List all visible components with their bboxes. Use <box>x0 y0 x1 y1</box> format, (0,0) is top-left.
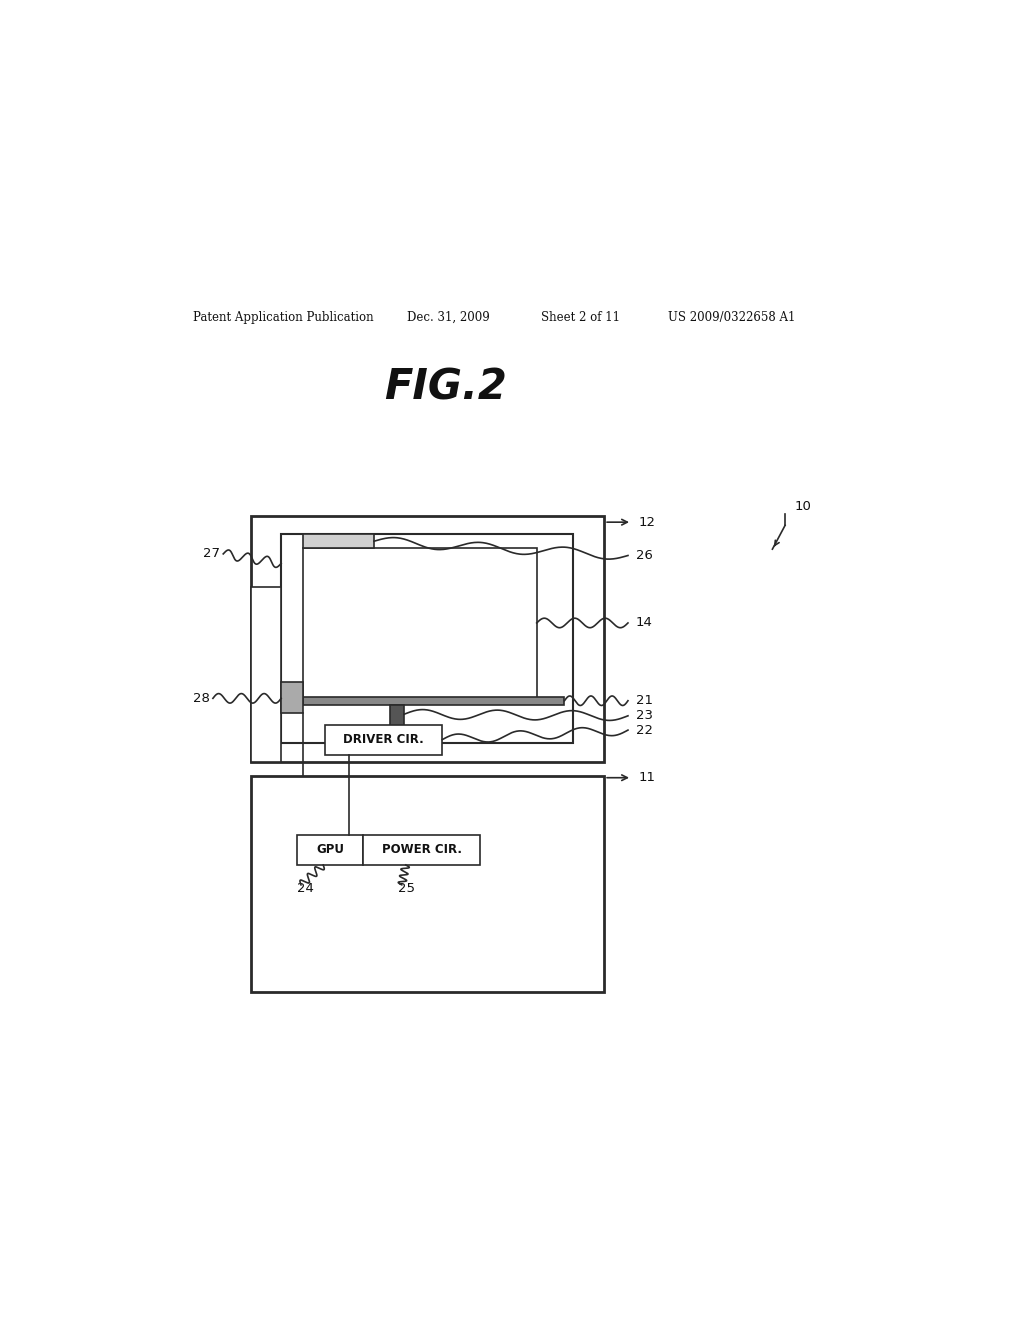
Bar <box>251 516 604 762</box>
Text: 24: 24 <box>297 882 314 895</box>
Bar <box>282 535 573 743</box>
Text: 14: 14 <box>636 616 652 630</box>
Bar <box>282 682 303 713</box>
Text: Sheet 2 of 11: Sheet 2 of 11 <box>541 312 620 323</box>
Bar <box>303 548 537 698</box>
Text: 22: 22 <box>636 723 653 737</box>
Bar <box>325 725 442 755</box>
Text: 23: 23 <box>636 709 653 722</box>
Bar <box>297 834 362 865</box>
Text: US 2009/0322658 A1: US 2009/0322658 A1 <box>668 312 795 323</box>
Text: 28: 28 <box>194 692 210 705</box>
Text: 10: 10 <box>795 500 811 512</box>
Text: 11: 11 <box>638 771 655 784</box>
Text: DRIVER CIR.: DRIVER CIR. <box>343 733 424 746</box>
Bar <box>251 587 282 762</box>
Text: POWER CIR.: POWER CIR. <box>382 843 462 857</box>
Bar <box>390 705 404 738</box>
Text: Patent Application Publication: Patent Application Publication <box>194 312 374 323</box>
Bar <box>251 776 604 991</box>
Bar <box>303 535 374 548</box>
Text: 27: 27 <box>204 548 220 561</box>
Text: FIG.2: FIG.2 <box>384 366 507 408</box>
Text: 25: 25 <box>397 882 415 895</box>
Text: GPU: GPU <box>316 843 344 857</box>
Text: 21: 21 <box>636 694 653 708</box>
Bar <box>303 697 564 705</box>
Text: 26: 26 <box>636 549 652 562</box>
Text: Dec. 31, 2009: Dec. 31, 2009 <box>408 312 490 323</box>
Bar <box>362 834 480 865</box>
Text: 12: 12 <box>638 516 655 529</box>
